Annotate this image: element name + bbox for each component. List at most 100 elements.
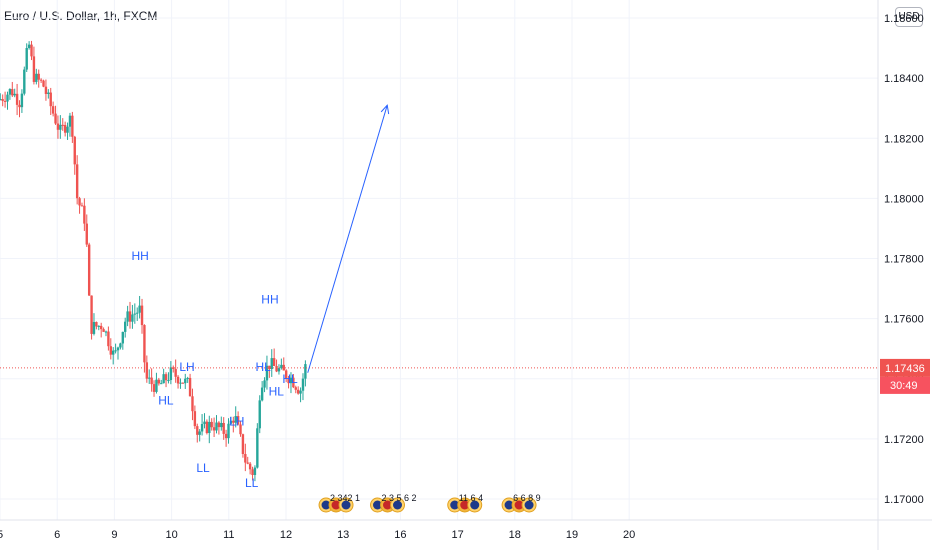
- x-tick-label: 17: [451, 529, 463, 541]
- current-price-label: 1.17436: [885, 363, 925, 375]
- candle-body: [251, 469, 254, 475]
- candle-body: [160, 383, 163, 385]
- candle-body: [104, 331, 108, 333]
- candle-body: [205, 421, 209, 434]
- candle-body: [92, 322, 96, 334]
- x-tick-label: 10: [165, 529, 177, 541]
- event-flag-icon: [393, 500, 403, 510]
- candle-body: [51, 106, 55, 114]
- candle-body: [169, 367, 173, 381]
- candle-body: [128, 311, 132, 322]
- candle-body: [11, 89, 14, 96]
- candle-body: [15, 93, 19, 105]
- x-tick-label: 16: [394, 529, 406, 541]
- candle-body: [136, 312, 139, 314]
- candle-body: [20, 93, 24, 108]
- candle-body: [248, 463, 252, 470]
- candle-body: [167, 380, 170, 382]
- swing-label: LL: [245, 476, 259, 490]
- y-tick-label: 1.17600: [884, 314, 924, 326]
- candle-body: [179, 382, 182, 384]
- candle-body: [99, 325, 103, 330]
- candle-body: [210, 421, 213, 428]
- candle-body: [294, 387, 297, 390]
- candle-body: [200, 424, 204, 432]
- candle-body: [184, 378, 187, 384]
- event-flag-icon: [450, 500, 460, 510]
- candle-body: [224, 433, 228, 439]
- candle-body: [148, 377, 151, 379]
- candle-body: [124, 321, 127, 332]
- x-tick-label: 6: [54, 529, 60, 541]
- candle-body: [203, 421, 206, 425]
- candle-body: [155, 379, 158, 392]
- candle-body: [212, 427, 216, 431]
- event-counts: 6 6 8 9: [513, 493, 541, 503]
- event-flag-icon: [383, 500, 393, 510]
- swing-label: HL: [158, 393, 174, 407]
- candle-body: [239, 424, 242, 435]
- candle-body: [299, 390, 302, 394]
- candle-body: [215, 422, 218, 431]
- candle-body: [188, 377, 192, 397]
- candle-body: [296, 389, 300, 394]
- candle-body: [56, 123, 60, 130]
- candle-body: [126, 311, 129, 322]
- candle-body: [282, 364, 285, 371]
- candle-body: [27, 44, 31, 49]
- candle-body: [268, 365, 271, 370]
- event-flag-icon: [470, 500, 480, 510]
- candle-body: [85, 223, 88, 245]
- x-tick-label: 11: [223, 529, 234, 541]
- candle-body: [244, 453, 247, 463]
- chart-title: Euro / U.S. Dollar, 1h, FXCM: [4, 9, 158, 23]
- candle-body: [39, 79, 43, 81]
- candle-body: [54, 113, 57, 124]
- x-tick-label: 20: [623, 529, 635, 541]
- candle-body: [277, 368, 281, 372]
- candle-body: [198, 431, 201, 435]
- candle-body: [241, 434, 245, 454]
- candle-body: [236, 416, 240, 425]
- x-tick-label: 13: [337, 529, 349, 541]
- swing-label: LH: [229, 414, 244, 428]
- currency-button[interactable]: USD: [895, 7, 923, 27]
- y-tick-label: 1.18200: [884, 133, 924, 145]
- candle-body: [256, 428, 259, 468]
- candle-body: [174, 368, 177, 377]
- candle-body: [150, 377, 153, 385]
- swing-label: LL: [196, 461, 210, 475]
- swing-label: HL: [282, 372, 298, 386]
- y-tick-label: 1.18600: [884, 13, 924, 25]
- candle-body: [0, 99, 2, 101]
- candle-body: [63, 125, 67, 133]
- x-tick-label: 18: [509, 529, 521, 541]
- candle-body: [227, 423, 230, 439]
- candle-body: [196, 426, 199, 435]
- event-counts: 2 3 5 6 2: [382, 493, 417, 503]
- event-flag-icon: [460, 500, 470, 510]
- candle-body: [287, 378, 290, 384]
- candle-body: [162, 374, 165, 384]
- candle-body: [109, 346, 112, 355]
- candle-body: [90, 295, 93, 334]
- event-flag-icon: [524, 500, 534, 510]
- countdown-label: 30:49: [890, 380, 918, 392]
- candle-body: [152, 384, 156, 392]
- candle-body: [121, 331, 125, 344]
- candle-body: [275, 366, 278, 372]
- x-tick-label: 5: [0, 529, 3, 541]
- event-flag-icon: [341, 500, 351, 510]
- candle-body: [59, 124, 62, 130]
- candle-body: [42, 80, 45, 87]
- current-price-box: [880, 358, 930, 377]
- candle-body: [145, 362, 149, 379]
- candle-body: [68, 115, 72, 127]
- event-flag-icon: [321, 500, 331, 510]
- candle-body: [280, 364, 283, 369]
- candle-body: [186, 377, 189, 379]
- candle-body: [111, 350, 115, 355]
- candle-body: [258, 400, 261, 429]
- candle-body: [222, 422, 225, 434]
